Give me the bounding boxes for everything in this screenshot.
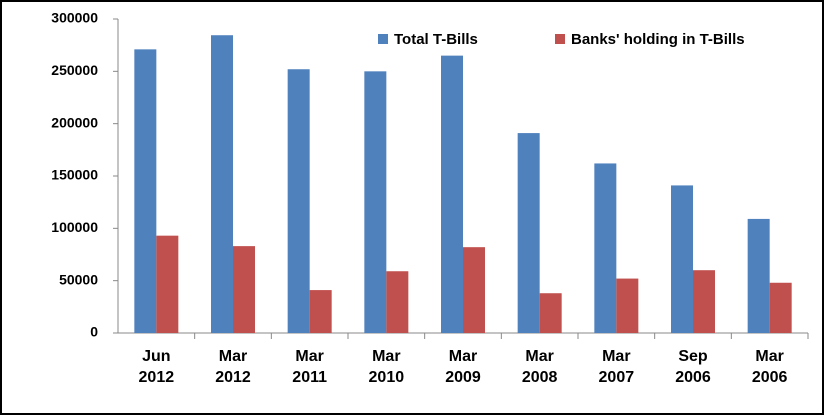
- y-tick-label: 100000: [51, 219, 98, 235]
- x-tick-label: Jun 2012: [138, 348, 175, 386]
- x-tick-label: Mar 2010: [368, 348, 405, 386]
- bar: [287, 69, 310, 334]
- legend-label: Banks' holding in T-Bills: [571, 31, 745, 48]
- bar: [156, 235, 179, 333]
- bar: [233, 246, 255, 333]
- x-tick-label: Mar 2011: [292, 348, 328, 386]
- y-tick-label: 0: [90, 324, 98, 340]
- bar: [441, 55, 463, 334]
- legend-swatch: [555, 34, 565, 44]
- x-tick-label: Mar 2006: [751, 348, 788, 386]
- bar: [616, 278, 639, 333]
- bar: [364, 71, 387, 333]
- y-tick-label: 50000: [59, 271, 98, 287]
- bar: [517, 133, 540, 333]
- y-tick-label: 150000: [51, 167, 98, 183]
- bar: [747, 218, 770, 333]
- x-tick-label: Mar 2012: [215, 348, 251, 386]
- bar: [309, 290, 332, 333]
- legend-swatch: [378, 34, 388, 44]
- x-tick-label: Mar 2008: [521, 348, 558, 386]
- bar: [671, 185, 693, 333]
- x-tick-label: Sep 2006: [675, 348, 711, 386]
- bar: [211, 35, 233, 334]
- y-tick-label: 250000: [51, 62, 98, 78]
- bar: [594, 163, 617, 333]
- x-tick-label: Mar 2007: [598, 348, 635, 386]
- legend-label: Total T-Bills: [394, 31, 478, 48]
- bar: [463, 247, 485, 333]
- bar: [134, 49, 157, 333]
- x-tick-label: Mar 2009: [445, 348, 481, 386]
- y-tick-label: 200000: [51, 114, 98, 130]
- y-tick-label: 300000: [51, 10, 98, 26]
- bar: [539, 293, 562, 333]
- bar: [769, 282, 792, 333]
- bar: [693, 270, 715, 333]
- bar: [386, 271, 409, 333]
